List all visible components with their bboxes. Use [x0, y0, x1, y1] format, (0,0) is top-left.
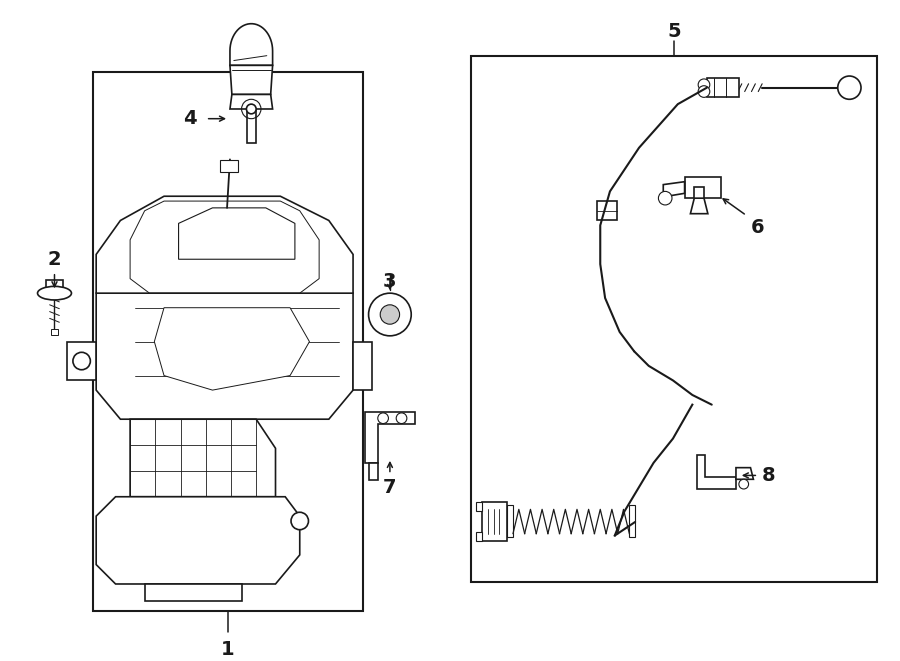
- Bar: [508, 506, 513, 537]
- Bar: [51, 329, 58, 335]
- Circle shape: [396, 413, 407, 424]
- Polygon shape: [598, 201, 616, 221]
- Polygon shape: [230, 95, 273, 109]
- Polygon shape: [690, 198, 708, 214]
- Polygon shape: [130, 419, 275, 497]
- Circle shape: [369, 293, 411, 336]
- Polygon shape: [68, 342, 96, 381]
- Circle shape: [380, 305, 400, 324]
- Bar: [629, 506, 635, 537]
- Polygon shape: [476, 502, 482, 512]
- Text: 4: 4: [184, 109, 197, 128]
- Bar: [94, 72, 363, 611]
- Polygon shape: [698, 455, 736, 489]
- Text: 1: 1: [221, 641, 235, 659]
- Polygon shape: [663, 182, 685, 196]
- Polygon shape: [736, 468, 753, 479]
- Polygon shape: [96, 293, 353, 419]
- Polygon shape: [353, 342, 373, 390]
- Circle shape: [698, 79, 710, 91]
- Polygon shape: [46, 280, 63, 293]
- Polygon shape: [230, 65, 273, 95]
- Polygon shape: [154, 308, 310, 390]
- Text: 3: 3: [383, 272, 397, 291]
- Circle shape: [838, 76, 861, 99]
- Polygon shape: [178, 208, 295, 259]
- Polygon shape: [476, 531, 482, 541]
- Text: 8: 8: [762, 466, 776, 485]
- Polygon shape: [230, 24, 273, 65]
- Polygon shape: [364, 412, 415, 463]
- Ellipse shape: [38, 286, 71, 300]
- Polygon shape: [96, 196, 353, 317]
- Circle shape: [659, 192, 672, 205]
- Circle shape: [739, 479, 749, 489]
- Polygon shape: [706, 78, 739, 97]
- Polygon shape: [369, 463, 378, 481]
- Bar: [220, 161, 238, 172]
- Circle shape: [247, 104, 256, 114]
- Polygon shape: [685, 177, 722, 198]
- Circle shape: [73, 352, 90, 369]
- Circle shape: [291, 512, 309, 529]
- Polygon shape: [96, 497, 300, 584]
- Text: 2: 2: [48, 250, 61, 269]
- Text: 6: 6: [751, 217, 764, 237]
- Circle shape: [378, 413, 389, 424]
- Circle shape: [698, 86, 710, 97]
- Bar: [247, 109, 256, 143]
- Polygon shape: [130, 201, 320, 293]
- Polygon shape: [145, 584, 241, 602]
- Text: 5: 5: [667, 22, 680, 41]
- Text: 7: 7: [383, 477, 397, 496]
- Bar: [472, 56, 877, 582]
- Polygon shape: [482, 502, 508, 541]
